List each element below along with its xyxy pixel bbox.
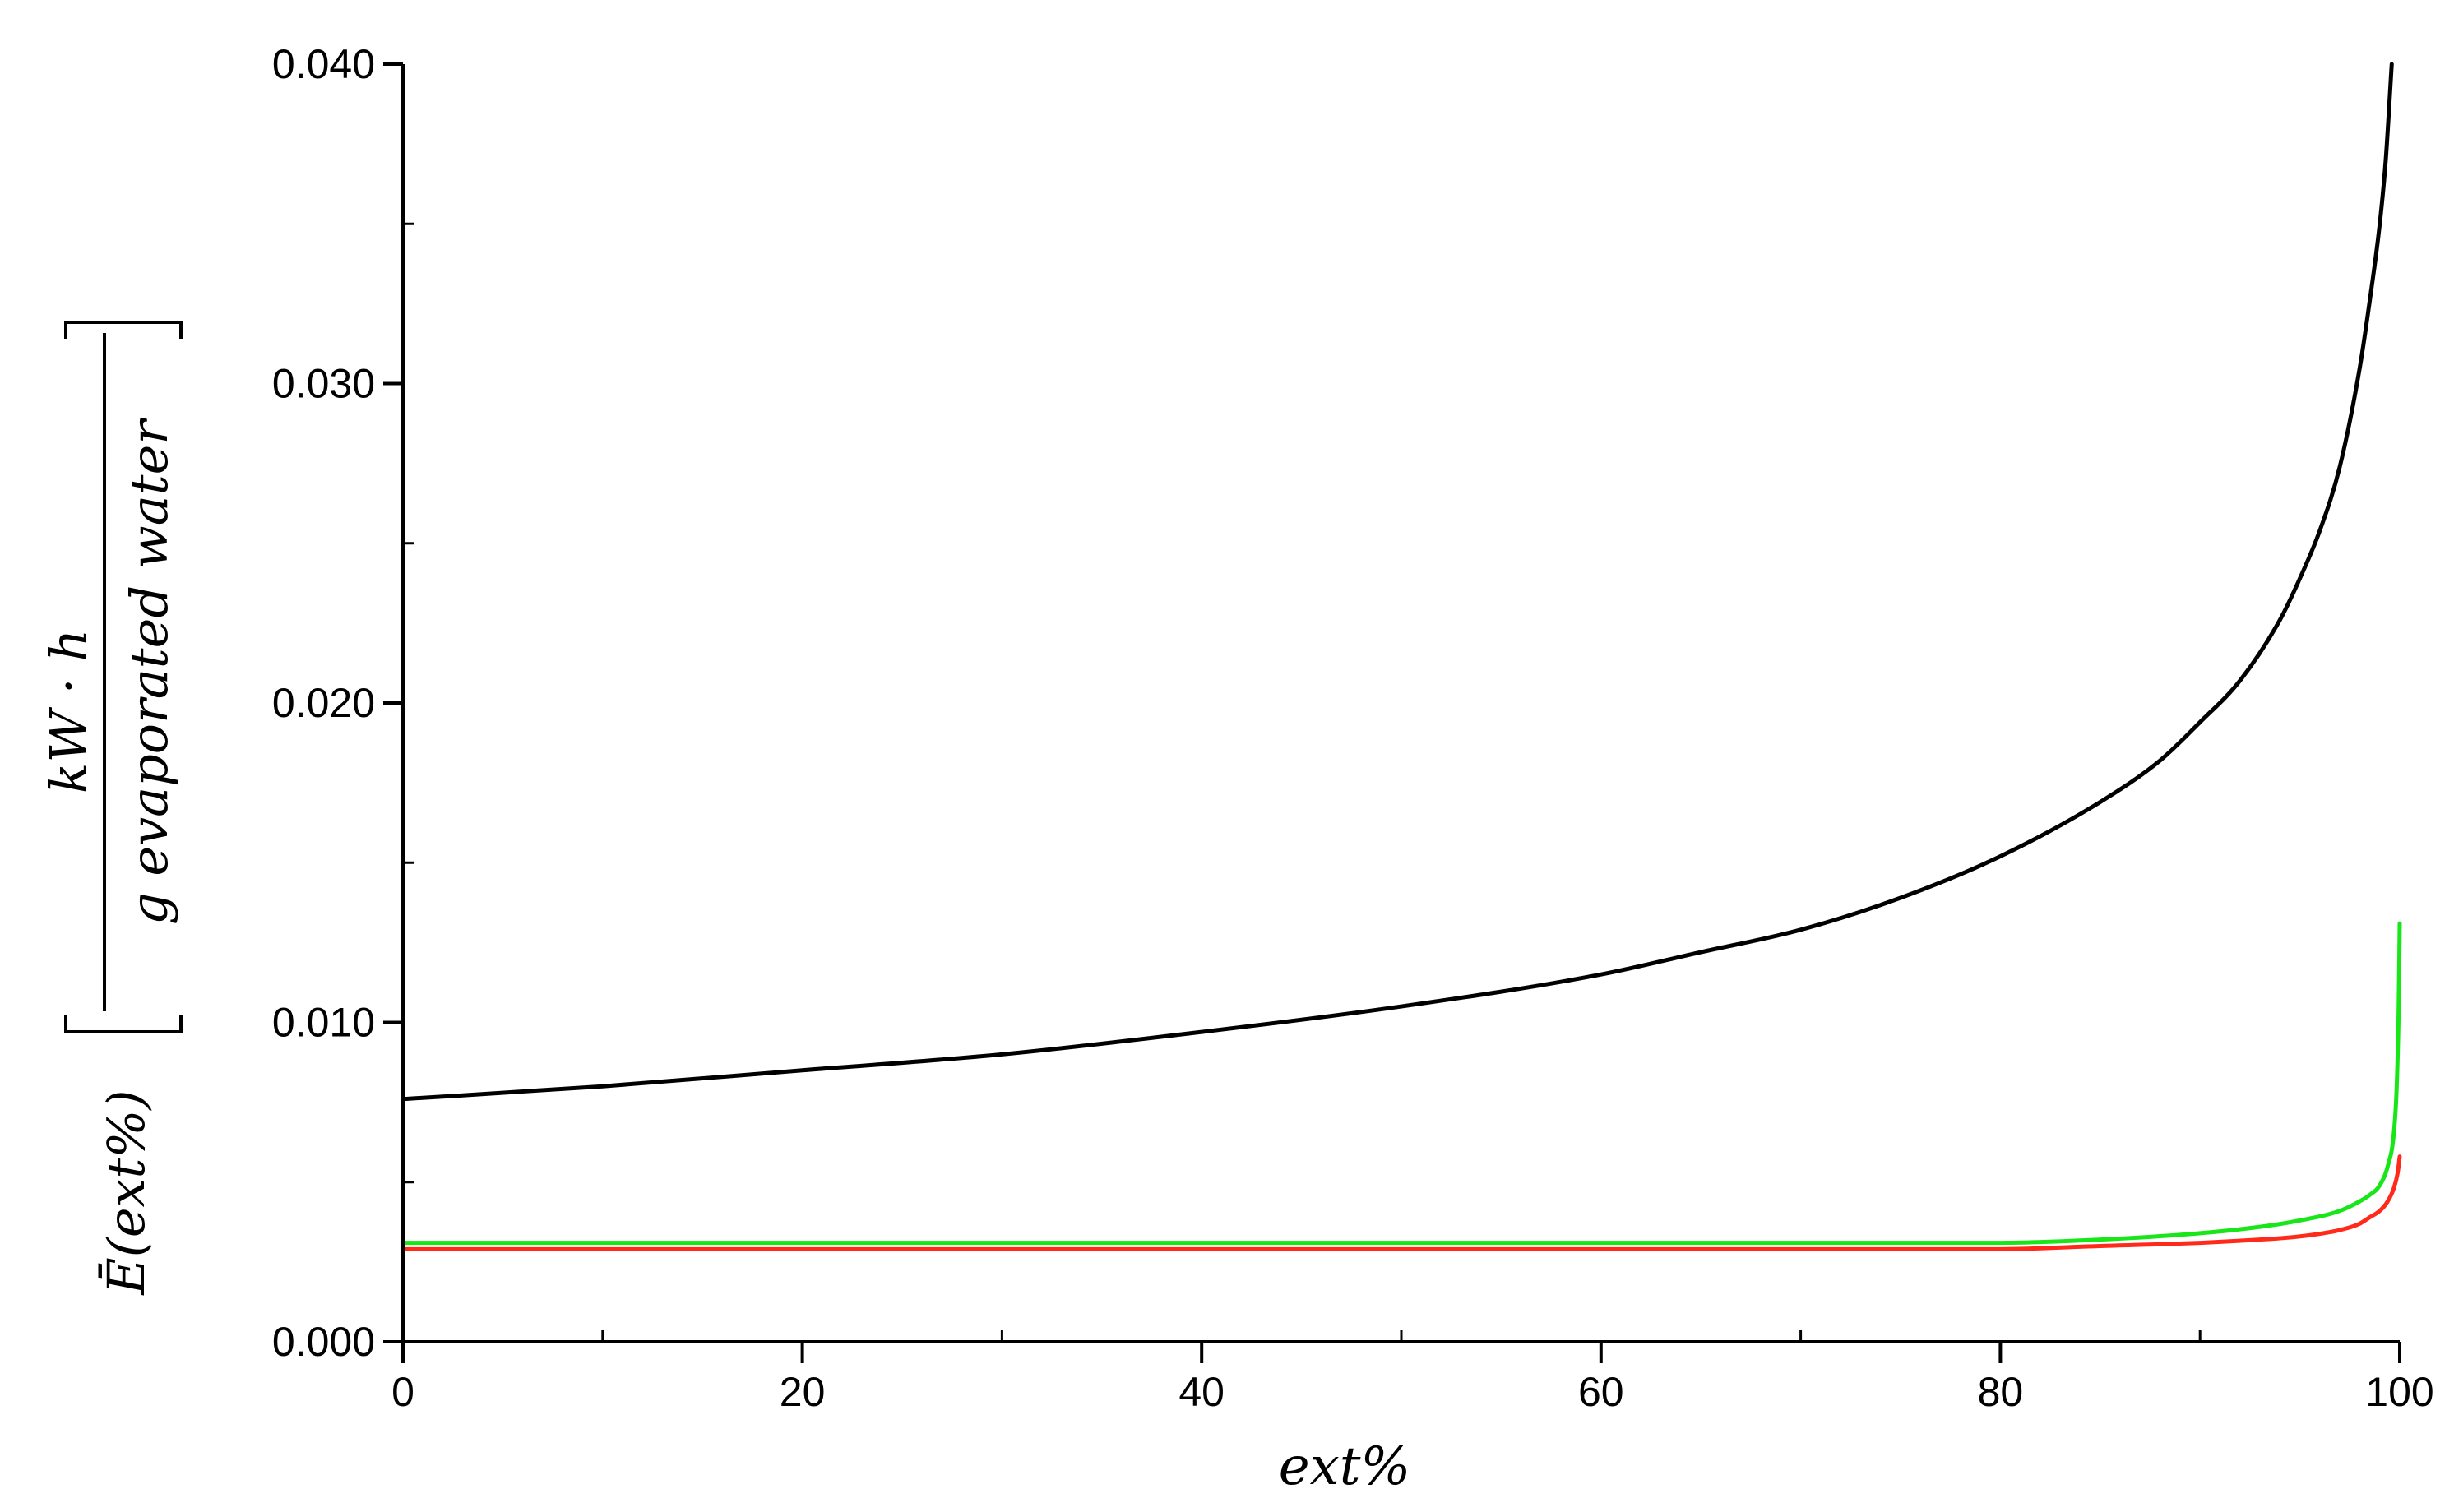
x-tick-label: 100 [2365, 1369, 2433, 1415]
series-line-3 [401, 921, 2402, 1246]
y-axis-title: Ē(ext%) kW · h g evaporated water [39, 321, 183, 1296]
series-line-1 [401, 62, 2394, 1102]
series-layer [401, 62, 2402, 1251]
y-tick-label: 0.010 [272, 1000, 375, 1046]
y-axis-title-numerator: kW · h [39, 629, 99, 793]
minor-ticks [403, 222, 2202, 1342]
x-tick-label: 80 [1978, 1369, 2024, 1415]
y-axis-title-right-bracket [64, 321, 183, 339]
x-tick-label: 40 [1178, 1369, 1225, 1415]
y-tick-label: 0.040 [272, 41, 375, 87]
y-axis-ticks: 0.000 0.010 0.020 0.030 0.040 [272, 41, 403, 1365]
y-axis-title-denominator: g evaporated water [119, 418, 179, 925]
x-tick-label: 20 [780, 1369, 826, 1415]
x-tick-label: 60 [1578, 1369, 1624, 1415]
y-axis-title-left-bracket [64, 1015, 183, 1033]
y-tick-label: 0.000 [272, 1319, 375, 1365]
axes [401, 64, 2400, 1343]
x-axis-title: ext% [1279, 1436, 1411, 1497]
series-line-2 [401, 1154, 2402, 1251]
y-axis-title-prefix: Ē(ext%) [96, 1089, 156, 1295]
x-tick-label: 0 [391, 1369, 414, 1415]
x-axis-ticks: 0 20 40 60 80 100 [391, 1342, 2434, 1415]
y-tick-label: 0.030 [272, 361, 375, 407]
y-tick-label: 0.020 [272, 680, 375, 726]
